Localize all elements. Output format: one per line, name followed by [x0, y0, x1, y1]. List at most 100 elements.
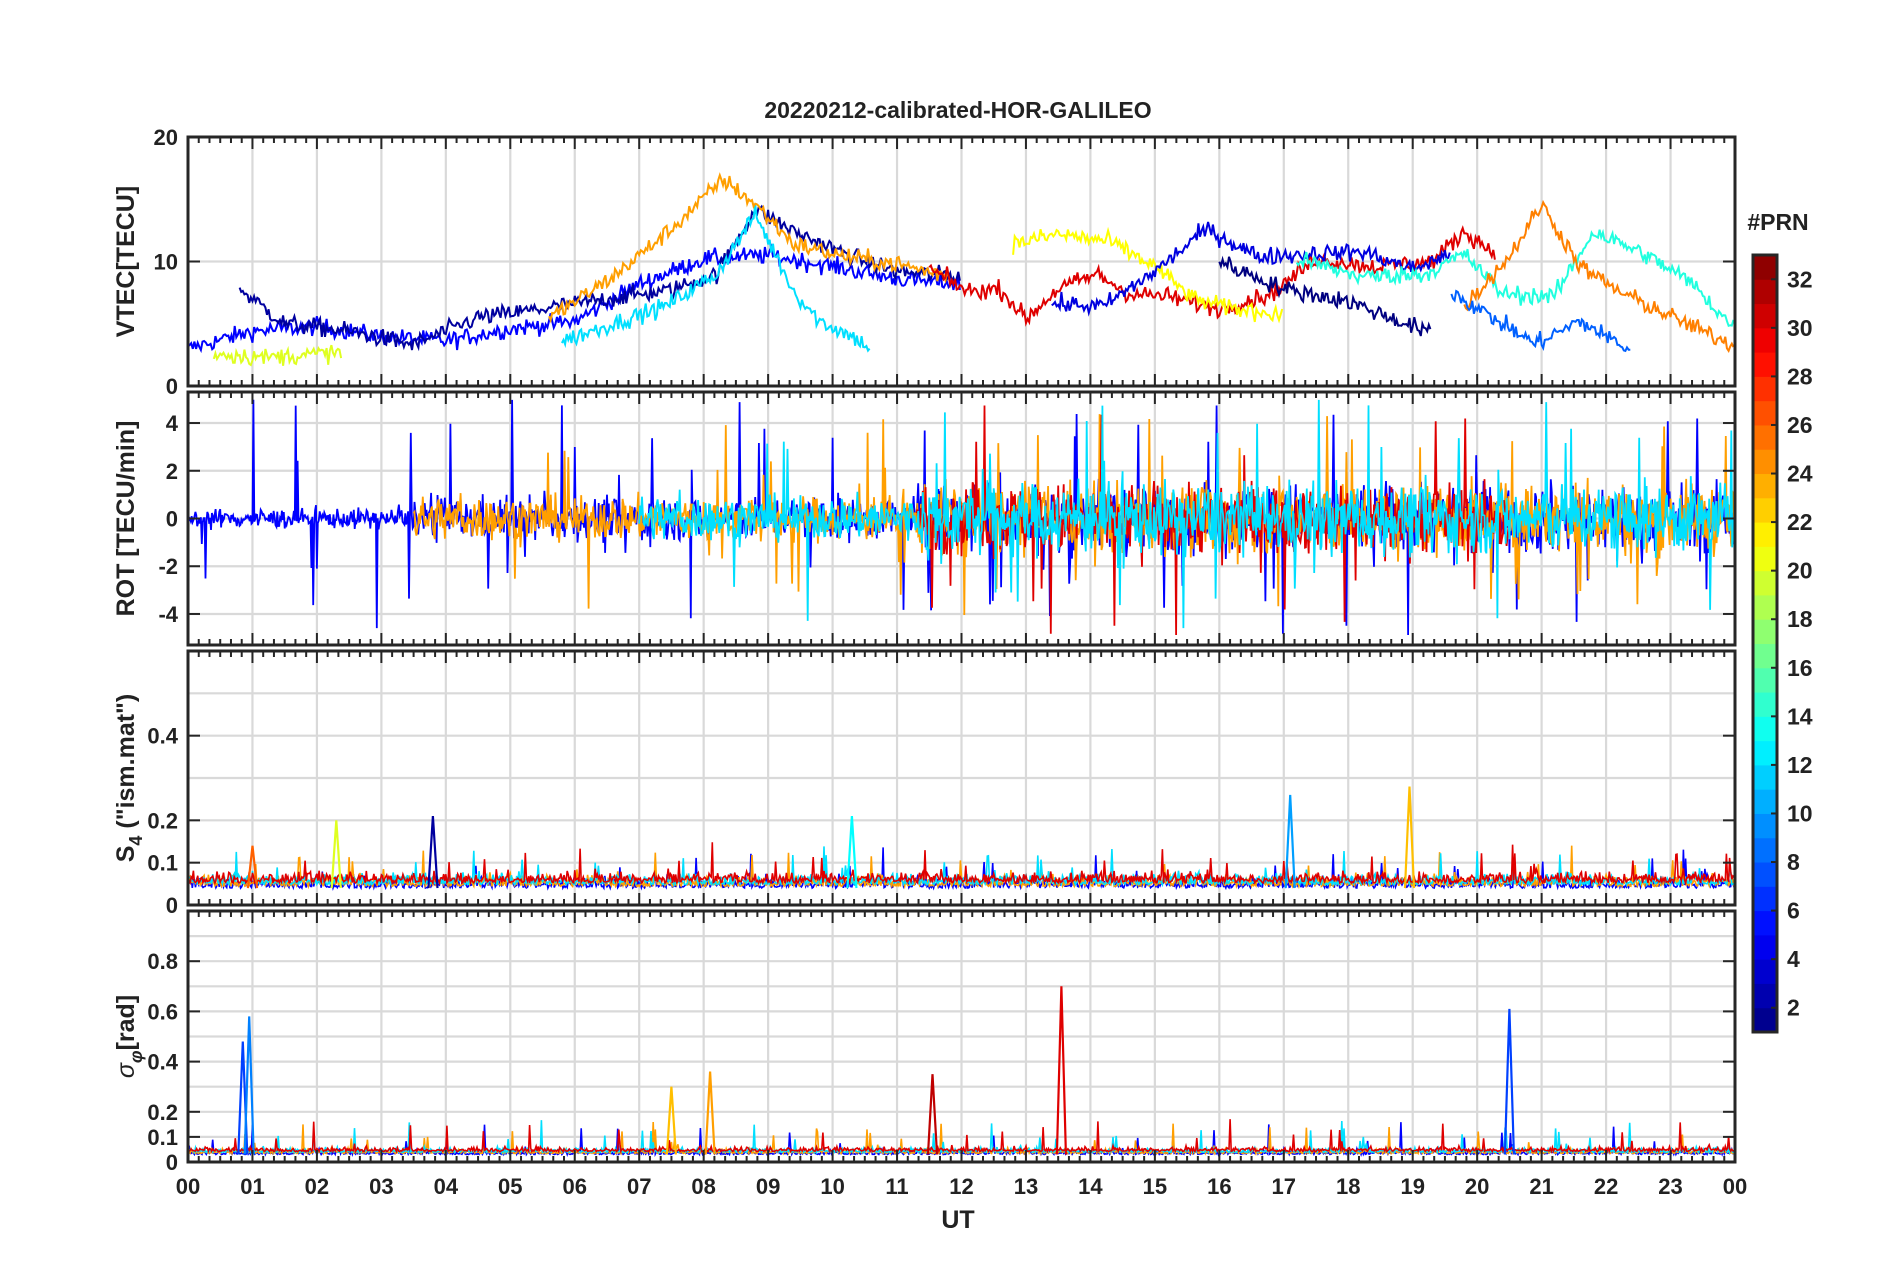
colorbar-tick-label: 10 [1787, 800, 1813, 826]
colorbar-tick-label: 22 [1787, 509, 1813, 535]
y-tick-label: 0.6 [147, 999, 178, 1024]
colorbar-tick-label: 6 [1787, 898, 1800, 924]
y-tick-label: 0.8 [147, 949, 178, 974]
colorbar-label: #PRN [1747, 209, 1808, 235]
y-axis-label: σφ[rad] [112, 995, 146, 1078]
x-tick-label: 04 [434, 1174, 459, 1199]
y-tick-label: 10 [154, 250, 178, 275]
x-tick-label: 11 [885, 1174, 908, 1199]
y-tick-label: -4 [158, 602, 178, 627]
colorbar-segment [1753, 983, 1777, 1009]
s4-peak-prn-20 [330, 820, 342, 889]
colorbar-segment [1753, 934, 1777, 960]
x-tick-label: 00 [1723, 1174, 1747, 1199]
colorbar-segment [1753, 837, 1777, 863]
sigma-peak-prn-30 [1055, 986, 1067, 1155]
colorbar-segment [1753, 424, 1777, 450]
s4-peak-prn-13 [846, 816, 858, 889]
s4-peak-prn-2 [427, 816, 439, 889]
colorbar-segment [1753, 1007, 1777, 1033]
y-tick-label: 0 [166, 374, 178, 399]
colorbar-segment [1753, 400, 1777, 426]
sigma-peak-prn-24 [704, 1071, 716, 1155]
x-tick-label: 23 [1658, 1174, 1682, 1199]
colorbar-segment [1753, 910, 1777, 936]
vtec-series-prn-5 [188, 243, 961, 354]
y-axis-label: ROT [TECU/min] [112, 421, 140, 617]
colorbar-segment [1753, 255, 1777, 280]
s4-series-prn-30 [188, 842, 1735, 887]
colorbar-tick-label: 28 [1787, 363, 1813, 389]
y-tick-label: 0.4 [147, 1050, 178, 1075]
rot-series-prn-12 [638, 399, 1735, 629]
colorbar-segment [1753, 789, 1777, 814]
colorbar-tick-label: 14 [1787, 703, 1813, 729]
plot-area [188, 786, 1735, 892]
vtec-series-prn-12 [561, 204, 871, 353]
x-tick-label: 16 [1207, 1174, 1231, 1199]
x-tick-label: 22 [1594, 1174, 1618, 1199]
colorbar-segment [1753, 594, 1777, 620]
colorbar-segment [1753, 279, 1777, 305]
x-tick-label: 19 [1400, 1174, 1424, 1199]
x-tick-label: 07 [627, 1174, 651, 1199]
colorbar-segment [1753, 619, 1777, 644]
x-tick-label: 01 [240, 1174, 264, 1199]
panel-vtec: 0 10 20 VTEC[TECU] [112, 125, 1737, 399]
x-tick-label: 10 [820, 1174, 844, 1199]
colorbar-segment [1753, 692, 1777, 717]
y-tick-label: 0 [166, 893, 178, 918]
vtec-series-prn-4 [1051, 221, 1451, 317]
sigma-peak-prn-7 [1503, 1008, 1515, 1155]
s4-peak-prn-10 [1284, 794, 1296, 889]
colorbar-tick-label: 20 [1787, 558, 1813, 584]
x-axis-label: UT [941, 1206, 974, 1234]
x-tick-label: 09 [756, 1174, 780, 1199]
x-tick-label: 02 [305, 1174, 329, 1199]
colorbar-segment [1753, 740, 1777, 766]
y-axis-label: VTEC[TECU] [112, 186, 140, 337]
colorbar-segment [1753, 303, 1777, 329]
colorbar-tick-label: 18 [1787, 606, 1813, 632]
colorbar-tick-label: 12 [1787, 752, 1813, 778]
colorbar-tick-label: 8 [1787, 849, 1800, 875]
colorbar-segment [1753, 959, 1777, 984]
x-tick-label: 20 [1465, 1174, 1489, 1199]
panel-rot: -4 -2 0 2 4 ROT [TECU/min] [112, 390, 1737, 647]
colorbar-segment [1753, 716, 1777, 742]
vtec-series-prn-20 [212, 344, 343, 367]
colorbar-segment [1753, 473, 1777, 499]
colorbar-segment [1753, 376, 1777, 402]
y-tick-label: -2 [158, 554, 178, 579]
y-tick-label: 0.1 [147, 1125, 178, 1150]
vtec-series-prn-21 [1012, 226, 1284, 324]
x-tick-label: 12 [949, 1174, 973, 1199]
x-tick-label: 14 [1078, 1174, 1103, 1199]
s4-peak-prn-23 [1403, 786, 1416, 889]
colorbar-segment [1753, 667, 1777, 693]
y-tick-label: 4 [166, 411, 179, 436]
colorbar-segment [1753, 497, 1777, 523]
colorbar-segment [1753, 643, 1777, 669]
y-tick-label: 2 [166, 459, 178, 484]
panel-sigma: 00.10.2 0.4 0.6 0.8σφ[rad] 00 01 02 03 04 05 06 07 0… [112, 909, 1747, 1199]
x-tick-label: 15 [1143, 1174, 1167, 1199]
y-tick-label: 0 [166, 507, 178, 532]
y-tick-label: 0.2 [147, 1100, 178, 1125]
colorbar-tick-label: 30 [1787, 315, 1813, 341]
panel-s4: 0 0.1 0.2 0.4S4 ("ism.mat") [112, 649, 1737, 918]
y-axis-label: S4 ("ism.mat") [112, 694, 146, 863]
y-tick-label: 0.1 [147, 851, 178, 876]
colorbar-segment [1753, 813, 1777, 839]
sigma-peak-prn-23 [665, 1086, 677, 1155]
colorbar-tick-label: 26 [1787, 412, 1813, 438]
s4-peak-prn-26 [246, 845, 259, 889]
x-tick-label: 17 [1272, 1174, 1296, 1199]
colorbar-segment [1753, 862, 1777, 887]
x-tick-label: 03 [369, 1174, 393, 1199]
vtec-series-prn-8 [1450, 289, 1631, 353]
y-tick-label: 20 [154, 125, 178, 150]
plot-area [188, 399, 1735, 636]
